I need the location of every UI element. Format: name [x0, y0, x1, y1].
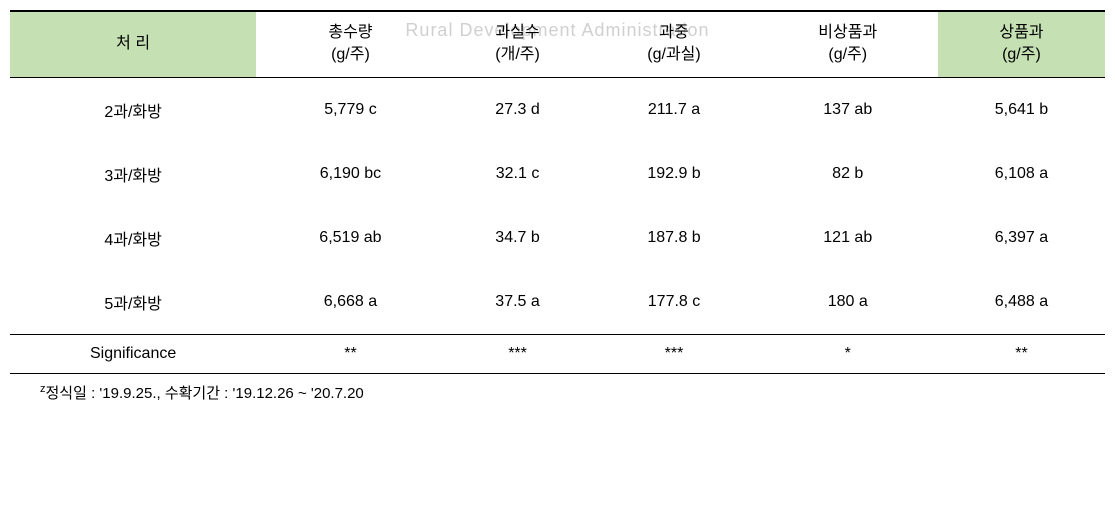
- cell-value: 6,519 ab: [256, 206, 444, 270]
- cell-value: 6,397 a: [938, 206, 1105, 270]
- cell-treatment: 2과/화방: [10, 77, 256, 142]
- table-row: 3과/화방 6,190 bc 32.1 c 192.9 b 82 b 6,108…: [10, 142, 1105, 206]
- footnote-text: 정식일 : '19.9.25., 수확기간 : '19.12.26 ~ '20.…: [46, 385, 364, 402]
- cell-value: 6,108 a: [938, 142, 1105, 206]
- cell-treatment: 5과/화방: [10, 270, 256, 335]
- cell-value: 5,641 b: [938, 77, 1105, 142]
- significance-value: *: [758, 334, 938, 373]
- significance-value: **: [256, 334, 444, 373]
- cell-value: 187.8 b: [590, 206, 757, 270]
- cell-treatment: 3과/화방: [10, 142, 256, 206]
- significance-row: Significance ** *** *** * **: [10, 334, 1105, 373]
- cell-value: 211.7 a: [590, 77, 757, 142]
- col-header-fruit-count: 과실수 (개/주): [445, 11, 591, 77]
- cell-value: 121 ab: [758, 206, 938, 270]
- table-header-row: 처 리 총수량 (g/주) 과실수 (개/주) 과중 (g/과실) 비상품과 (…: [10, 11, 1105, 77]
- cell-value: 6,668 a: [256, 270, 444, 335]
- significance-value: ***: [445, 334, 591, 373]
- significance-value: **: [938, 334, 1105, 373]
- cell-value: 6,488 a: [938, 270, 1105, 335]
- col-header-fruit-weight: 과중 (g/과실): [590, 11, 757, 77]
- col-header-nonmarketable: 비상품과 (g/주): [758, 11, 938, 77]
- cell-value: 37.5 a: [445, 270, 591, 335]
- col-header-treatment: 처 리: [10, 11, 256, 77]
- cell-value: 177.8 c: [590, 270, 757, 335]
- cell-value: 32.1 c: [445, 142, 591, 206]
- table-row: 4과/화방 6,519 ab 34.7 b 187.8 b 121 ab 6,3…: [10, 206, 1105, 270]
- col-header-marketable: 상품과 (g/주): [938, 11, 1105, 77]
- data-table: 처 리 총수량 (g/주) 과실수 (개/주) 과중 (g/과실) 비상품과 (…: [10, 10, 1105, 374]
- table-row: 2과/화방 5,779 c 27.3 d 211.7 a 137 ab 5,64…: [10, 77, 1105, 142]
- cell-treatment: 4과/화방: [10, 206, 256, 270]
- cell-value: 27.3 d: [445, 77, 591, 142]
- cell-value: 137 ab: [758, 77, 938, 142]
- cell-value: 82 b: [758, 142, 938, 206]
- footnote: z정식일 : '19.9.25., 수확기간 : '19.12.26 ~ '20…: [10, 374, 1105, 403]
- cell-value: 192.9 b: [590, 142, 757, 206]
- significance-value: ***: [590, 334, 757, 373]
- significance-label: Significance: [10, 334, 256, 373]
- cell-value: 5,779 c: [256, 77, 444, 142]
- cell-value: 6,190 bc: [256, 142, 444, 206]
- col-header-total-yield: 총수량 (g/주): [256, 11, 444, 77]
- table-row: 5과/화방 6,668 a 37.5 a 177.8 c 180 a 6,488…: [10, 270, 1105, 335]
- cell-value: 34.7 b: [445, 206, 591, 270]
- cell-value: 180 a: [758, 270, 938, 335]
